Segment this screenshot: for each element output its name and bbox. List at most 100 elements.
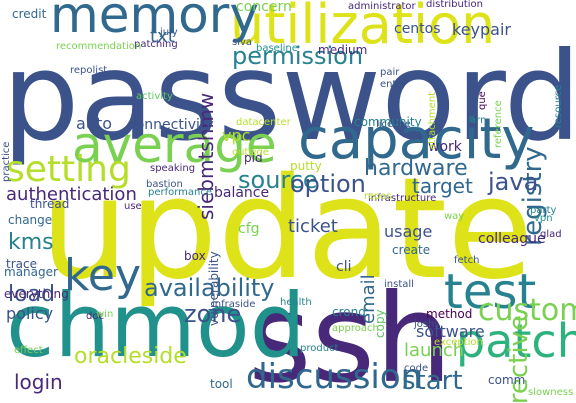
word-capacity: capacity [298, 107, 535, 172]
word-vulnerability: vulnerability [207, 251, 221, 326]
word-arn: arn [470, 115, 487, 126]
word-change: change [8, 213, 53, 227]
word-tool: tool [210, 377, 233, 391]
word-exception: exception [434, 337, 483, 348]
word-reference: reference [493, 100, 504, 148]
word-way: way [444, 211, 465, 222]
word-start: start [402, 366, 463, 396]
word-auto: auto [76, 114, 113, 133]
word-password: password [2, 26, 576, 168]
word-resource: resource [553, 84, 564, 128]
word-code: code [404, 363, 429, 374]
word-use: use [124, 201, 142, 212]
word-utilization: utilization [230, 0, 496, 56]
word-test: test [444, 264, 537, 320]
word-doc: doc [86, 311, 104, 322]
word-source: source [238, 166, 318, 194]
word-que: que [477, 91, 488, 110]
word-work: work [428, 139, 462, 155]
word-pair: pair [380, 67, 400, 78]
word-balance: balance [214, 185, 270, 201]
word-administrator: administrator [348, 1, 416, 12]
word-health: health [280, 297, 312, 308]
word-practice: practice [1, 141, 12, 182]
word-outside: outside [232, 147, 269, 158]
word-thread: thread [30, 197, 70, 211]
word-availability: availability [144, 274, 275, 302]
word-usage: usage [384, 222, 433, 241]
word-distribution: distribution [426, 0, 483, 10]
word-colleague: colleague [478, 231, 546, 247]
word-centos: centos [394, 21, 441, 37]
word-custom: custom [478, 293, 576, 328]
word-update: update [40, 148, 534, 311]
word-create: create [392, 243, 431, 257]
word-recommendation: recommendation [56, 41, 142, 52]
word-datacenter: datacenter [236, 117, 291, 128]
word-baseline: baseline [256, 43, 298, 54]
word-patching: patching [134, 39, 178, 50]
word-setting: setting [6, 149, 131, 190]
word-crond: crond [332, 305, 366, 319]
word-cfg: cfg [238, 221, 260, 237]
word-siva: siva [232, 37, 253, 48]
word-java: java [488, 168, 539, 196]
word-key: key [64, 250, 142, 301]
word-win: win [96, 309, 114, 320]
word-kms: kms [8, 230, 54, 255]
word-average: average [72, 116, 277, 174]
word-repolist: repolist [70, 65, 108, 76]
word-performance: performance [148, 187, 213, 198]
word-community: community [354, 115, 422, 129]
word-fetch: fetch [454, 255, 480, 266]
word-policy: policy [6, 304, 54, 323]
word-approach: approach [332, 323, 379, 334]
word-zone: zone [184, 300, 242, 328]
word-effect: effect [14, 345, 43, 356]
word-hardware: hardware [364, 156, 468, 181]
word-option: option [290, 170, 366, 198]
word-launch: launch [404, 340, 465, 361]
word-trace: trace [6, 257, 37, 271]
word-manager: manager [4, 265, 58, 279]
word-pid: pid [244, 151, 263, 165]
word-software: software [416, 322, 485, 341]
word-discussion: discussion [246, 357, 423, 397]
word-joshi: joshi [414, 319, 438, 330]
word-everything: everything [4, 287, 69, 301]
word-authentication: authentication [6, 184, 137, 205]
word-ssh: ssh [248, 268, 453, 403]
word-memory: memory [50, 0, 259, 44]
word-party: party [530, 205, 557, 216]
word-bastion: bastion [146, 179, 183, 190]
word-chmod: chmod [6, 274, 306, 377]
word-vpn: vpn [534, 213, 553, 224]
word-comm: comm [488, 373, 526, 387]
word-repos: repos [364, 191, 392, 202]
word-cli: cli [336, 259, 352, 275]
word-box: box [184, 249, 206, 263]
word-install: install [384, 279, 414, 290]
word-infraside: infraside [212, 299, 256, 310]
word-load: load [8, 282, 56, 307]
word-target: target [412, 174, 473, 198]
word-putty: putty [290, 159, 322, 173]
word-ticket: ticket [288, 216, 338, 237]
word-product: product [300, 343, 339, 354]
word-july: july [160, 27, 178, 38]
word-method: method [426, 307, 473, 321]
word-oracleside: oracleside [74, 344, 187, 369]
word-connectivity: connectivity [128, 117, 214, 133]
word-txt: txt [150, 26, 175, 47]
word-speaking: speaking [150, 163, 196, 174]
word-license: license [376, 119, 411, 130]
word-credit: credit [12, 7, 47, 21]
word-patch: patch [456, 314, 576, 368]
word-siebmtshmw: siebmtshmw [194, 92, 218, 220]
word-permission: permission [232, 42, 364, 70]
word-glad: glad [540, 229, 562, 240]
word-activity: activity [136, 91, 173, 102]
word-infrastructure: infrastructure [368, 193, 437, 204]
word-attachment: attachment [427, 91, 438, 150]
word-entry: entry [380, 79, 407, 90]
